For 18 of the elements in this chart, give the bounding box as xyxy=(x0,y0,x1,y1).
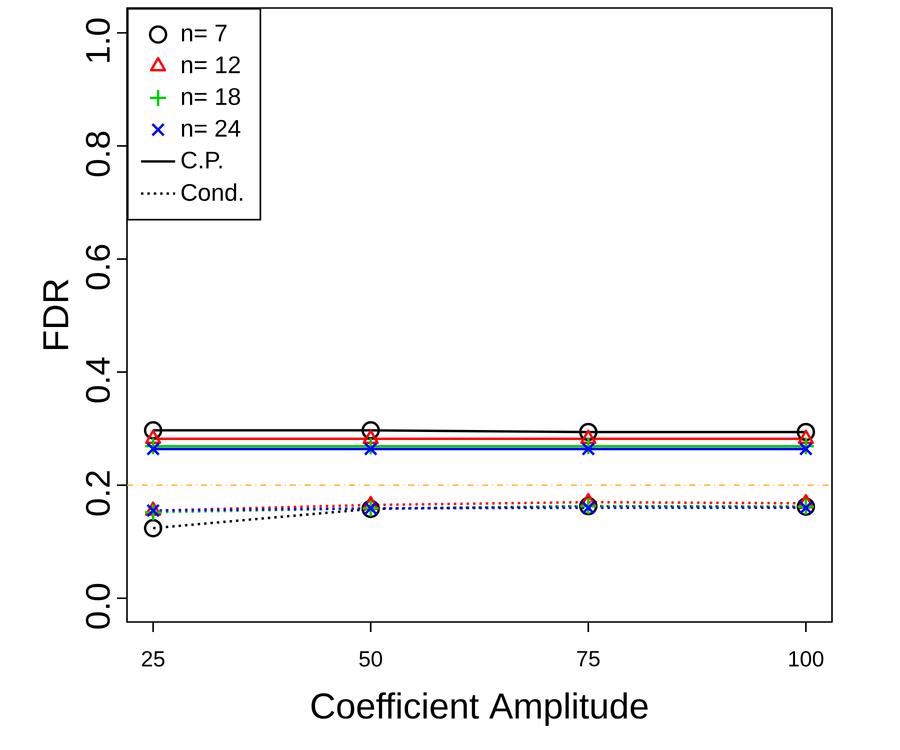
y-tick-label: 0.0 xyxy=(86,584,110,629)
legend-label: n= 12 xyxy=(182,56,240,74)
annotation: Cond. xyxy=(182,183,242,201)
x-tick-label: 50 xyxy=(359,651,382,667)
x-axis-title: Coefficient Amplitude xyxy=(312,692,648,726)
y-tick-label: 0.4 xyxy=(86,357,110,402)
legend-label: n= 24 xyxy=(182,120,240,137)
x-tick-label: 75 xyxy=(577,651,600,666)
y-axis-title: FDR xyxy=(43,280,68,350)
y-tick-label: 0.6 xyxy=(86,244,110,290)
legend-label: n= 18 xyxy=(182,88,240,106)
annotation: C.P. xyxy=(182,152,222,169)
x-tick-label: 25 xyxy=(142,651,164,667)
y-tick-label: 1.0 xyxy=(86,18,110,62)
y-tick-label: 0.2 xyxy=(86,471,110,516)
y-tick-label: 0.8 xyxy=(86,132,110,176)
legend-label: n= 7 xyxy=(182,24,226,42)
x-tick-label: 100 xyxy=(789,651,824,667)
